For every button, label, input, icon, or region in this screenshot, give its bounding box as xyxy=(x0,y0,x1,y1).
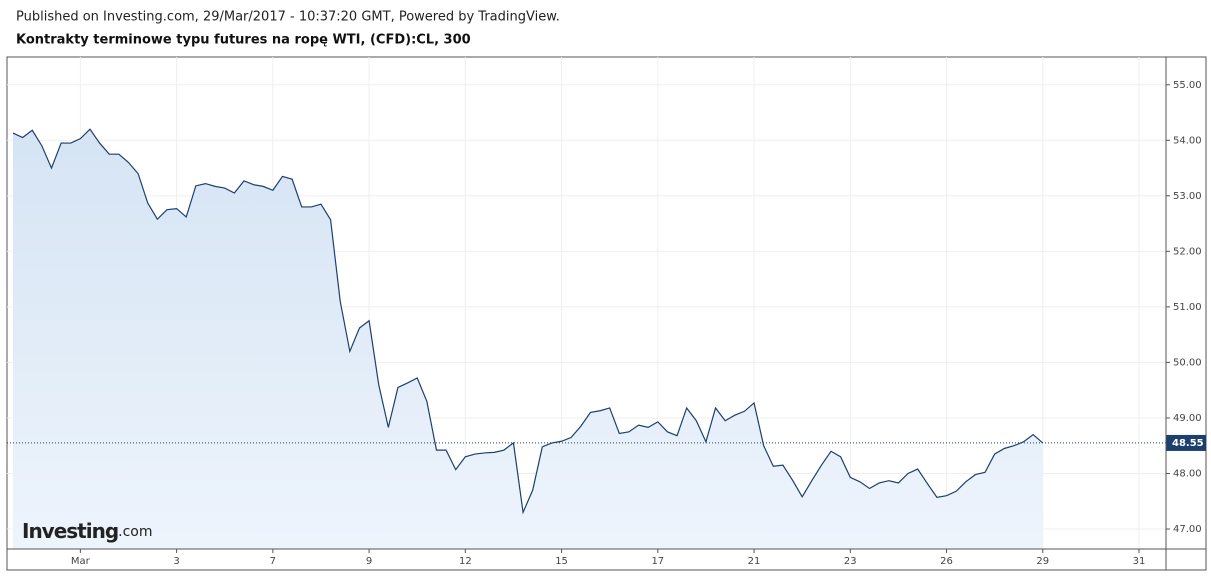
last-value-box xyxy=(1166,434,1206,451)
y-tick-label: 48.00 xyxy=(1173,468,1202,479)
x-tick-label: 26 xyxy=(940,556,953,567)
x-tick-label: 9 xyxy=(366,556,372,567)
y-tick-label: 50.00 xyxy=(1173,357,1202,368)
x-tick-label: 31 xyxy=(1133,556,1146,567)
frame xyxy=(6,56,1207,571)
y-tick-label: 47.00 xyxy=(1173,524,1202,535)
x-tick-label: 15 xyxy=(555,556,568,567)
y-tick-label: 51.00 xyxy=(1173,302,1202,313)
x-tick-label: Mar xyxy=(71,556,91,567)
y-tick-label: 49.00 xyxy=(1173,413,1202,424)
x-tick-label: 29 xyxy=(1036,556,1049,567)
chart-title: Kontrakty terminowe typu futures na ropę… xyxy=(16,33,471,48)
last-value-label: 48.55 xyxy=(1172,438,1204,449)
logo-suffix: .com xyxy=(118,524,152,540)
x-tick-label: 12 xyxy=(459,556,472,567)
y-tick-label: 52.00 xyxy=(1173,246,1202,257)
logo-brand: Investing xyxy=(22,519,118,543)
x-tick-label: 7 xyxy=(270,556,276,567)
x-tick-label: 17 xyxy=(651,556,664,567)
logo: Investing.com xyxy=(22,519,153,543)
header: Published on Investing.com, 29/Mar/2017 … xyxy=(16,10,560,25)
area xyxy=(13,129,1043,549)
y-tick-label: 53.00 xyxy=(1173,191,1202,202)
y-tick-label: 54.00 xyxy=(1173,135,1202,146)
x-tick-label: 3 xyxy=(173,556,179,567)
x-tick-label: 23 xyxy=(844,556,857,567)
x-tick-label: 21 xyxy=(748,556,761,567)
y-tick-label: 55.00 xyxy=(1173,80,1202,91)
line xyxy=(12,128,1044,515)
